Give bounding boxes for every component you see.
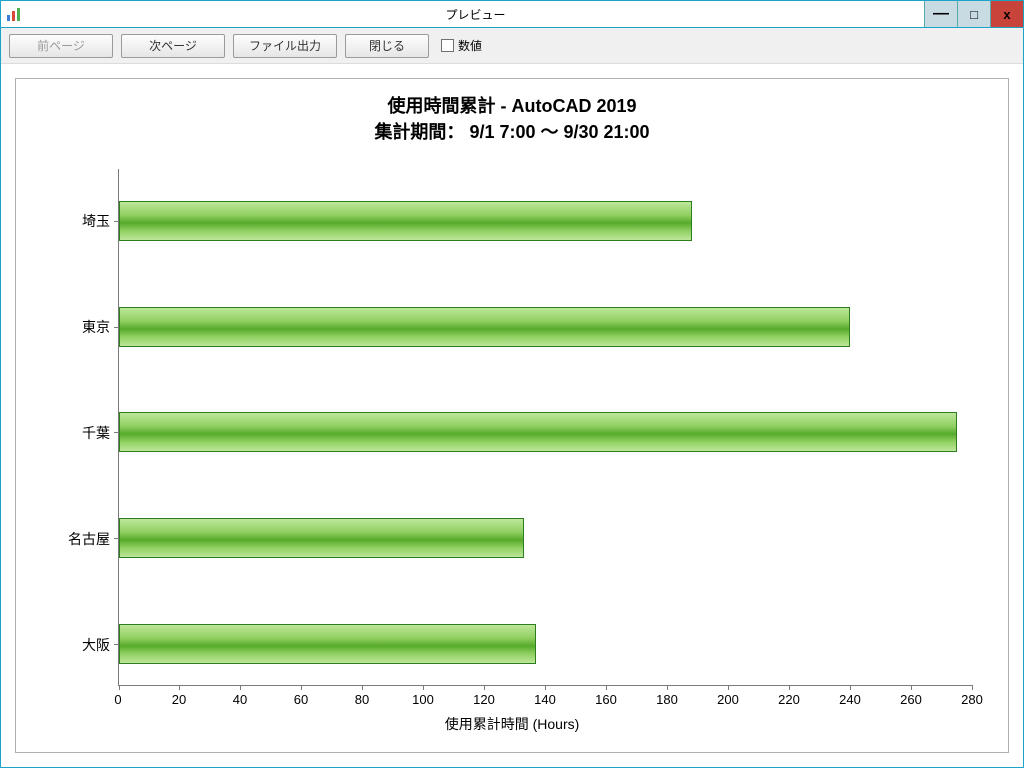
x-tick-label: 240 <box>839 692 861 707</box>
bar <box>119 518 524 558</box>
prev-page-button[interactable]: 前ページ <box>9 34 113 58</box>
x-tick-label: 40 <box>233 692 247 707</box>
window-title: プレビュー <box>27 1 924 27</box>
bar <box>119 412 957 452</box>
x-tick-label: 180 <box>656 692 678 707</box>
bar <box>119 307 850 347</box>
close-button[interactable]: 閉じる <box>345 34 429 58</box>
app-icon <box>1 1 27 27</box>
content-area: 使用時間累計 - AutoCAD 2019 集計期間： 9/1 7:00 ～ 9… <box>1 64 1023 767</box>
chart-title: 使用時間累計 - AutoCAD 2019 <box>16 93 1008 119</box>
y-tick-label: 埼玉 <box>82 211 110 231</box>
y-tick-label: 大阪 <box>82 635 110 655</box>
window-buttons: — □ x <box>924 1 1023 27</box>
y-tick-label: 名古屋 <box>68 529 110 549</box>
maximize-button[interactable]: □ <box>957 1 990 27</box>
x-tick-label: 280 <box>961 692 983 707</box>
x-tick-label: 100 <box>412 692 434 707</box>
file-export-button[interactable]: ファイル出力 <box>233 34 337 58</box>
plot-row: 埼玉東京千葉名古屋大阪 <box>52 169 972 686</box>
checkbox-label: 数値 <box>458 37 482 54</box>
x-tick-label: 220 <box>778 692 800 707</box>
y-tick-label: 千葉 <box>82 423 110 443</box>
chart-subtitle: 集計期間： 9/1 7:00 ～ 9/30 21:00 <box>16 119 1008 145</box>
x-tick-label: 20 <box>172 692 186 707</box>
x-axis: 020406080100120140160180200220240260280 <box>52 686 972 714</box>
minimize-icon: — <box>933 10 949 18</box>
chart-frame: 使用時間累計 - AutoCAD 2019 集計期間： 9/1 7:00 ～ 9… <box>15 78 1009 753</box>
x-axis-title: 使用累計時間 (Hours) <box>52 714 972 744</box>
title-bar: プレビュー — □ x <box>1 1 1023 28</box>
minimize-button[interactable]: — <box>924 1 957 27</box>
x-tick-label: 160 <box>595 692 617 707</box>
x-tick-label: 0 <box>114 692 121 707</box>
toolbar: 前ページ 次ページ ファイル出力 閉じる 数値 <box>1 28 1023 64</box>
x-tick-label: 140 <box>534 692 556 707</box>
chart-title-area: 使用時間累計 - AutoCAD 2019 集計期間： 9/1 7:00 ～ 9… <box>16 79 1008 145</box>
x-tick-label: 120 <box>473 692 495 707</box>
x-axis-labels: 020406080100120140160180200220240260280 <box>118 686 972 714</box>
y-tick-label: 東京 <box>82 317 110 337</box>
maximize-icon: □ <box>970 7 978 22</box>
plot-wrap: 埼玉東京千葉名古屋大阪 0 20 40 60 80 100 120 140 160 180 200 2… <box>16 145 1008 752</box>
plot-area <box>118 169 972 686</box>
close-icon: x <box>1003 7 1010 22</box>
values-checkbox[interactable]: 数値 <box>441 37 482 54</box>
x-tick-label: 200 <box>717 692 739 707</box>
x-tick-label: 60 <box>294 692 308 707</box>
checkbox-box <box>441 39 454 52</box>
x-tick-label: 80 <box>355 692 369 707</box>
x-tick-label: 260 <box>900 692 922 707</box>
axis-spacer <box>52 686 118 714</box>
close-window-button[interactable]: x <box>990 1 1023 27</box>
bar <box>119 624 536 664</box>
y-axis-labels: 埼玉東京千葉名古屋大阪 <box>52 169 118 686</box>
bar <box>119 201 692 241</box>
app-window: プレビュー — □ x 前ページ 次ページ ファイル出力 閉じる 数値 使用時間… <box>0 0 1024 768</box>
next-page-button[interactable]: 次ページ <box>121 34 225 58</box>
